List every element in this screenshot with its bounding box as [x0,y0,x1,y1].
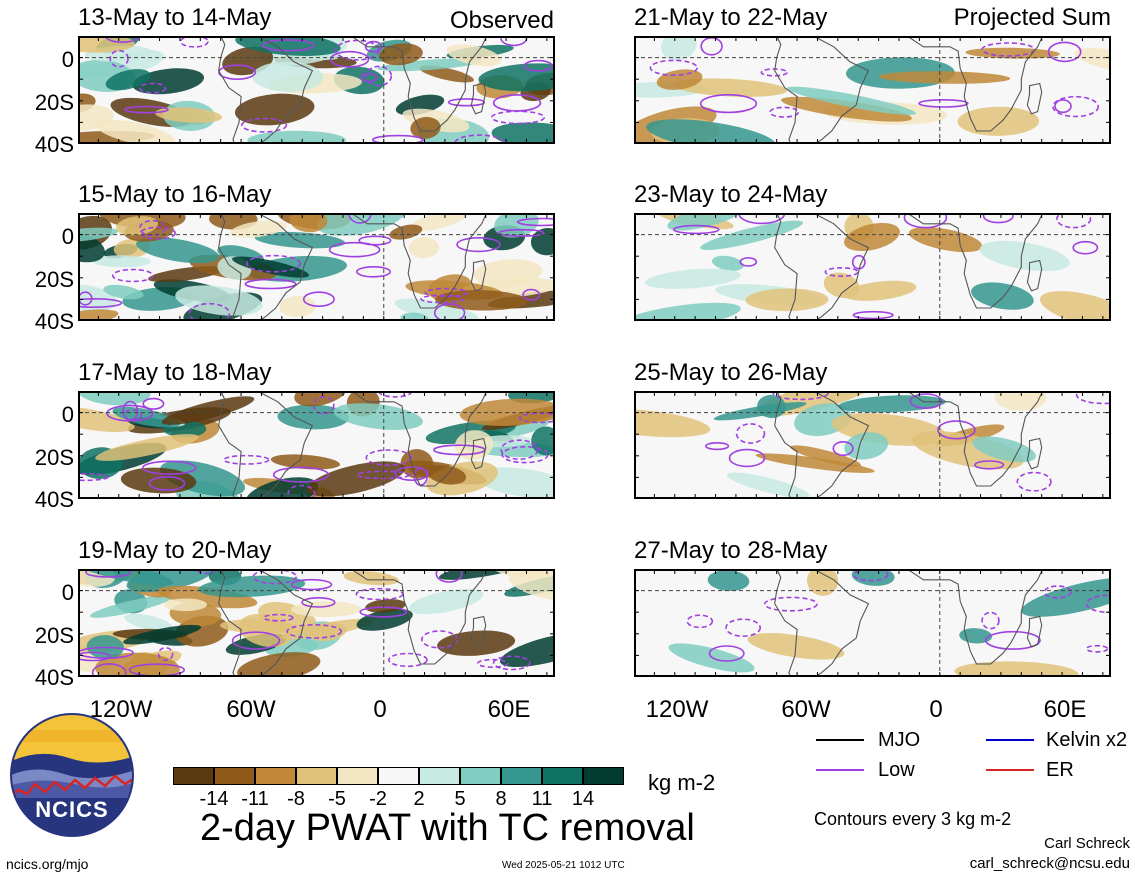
map-panel-projected-4 [634,569,1111,677]
colorbar-tick-label: 11 [531,788,553,810]
colorbar-swatch [460,767,501,785]
contours-note: Contours every 3 kg m-2 [814,809,1012,829]
map-panel-observed-2 [78,213,555,321]
colorbar-tick-label: -11 [241,788,269,810]
lat-label-40s-p2: 40S [34,309,74,334]
panel-3-title: 17-May to 18-May [78,359,272,386]
map-panel-projected-2 [634,213,1111,321]
ncics-logo-text: NCICS [35,797,108,822]
lat-label-0-p4: 0 [61,580,74,605]
footer-url: ncics.org/mjo [6,856,89,872]
figure-title: 2-day PWAT with TC removal [200,807,695,849]
lon-label-0-left: 0 [373,696,387,723]
map-panel-projected-3 [634,391,1111,499]
footer-author: Carl Schreck [1044,835,1130,852]
colorbar-swatch [296,767,337,785]
ncics-logo: NCICS [10,713,134,837]
panel-6-title: 23-May to 24-May [634,181,828,208]
colorbar-swatch [501,767,542,785]
colorbar-tick-label: -2 [369,788,387,810]
colorbar-swatch [542,767,583,785]
colorbar-tick-label: -8 [287,788,305,810]
colorbar-units: kg m-2 [648,770,716,795]
map-panel-observed-3 [78,391,555,499]
legend-label-kelvin: Kelvin x2 [1046,729,1128,751]
colorbar-tick-label: 5 [454,788,466,810]
colorbar-swatch [378,767,419,785]
panel-8-title: 27-May to 28-May [634,537,828,564]
colorbar-swatch [214,767,255,785]
legend-line-er [986,769,1034,771]
lon-label-0-right: 0 [929,696,943,723]
colorbar-tick-label: 2 [413,788,425,810]
lon-label-60w-right: 60W [781,696,831,723]
observed-label: Observed [449,7,554,34]
footer-timestamp: Wed 2025-05-21 1012 UTC [502,860,625,871]
lon-label-120w-right: 120W [645,696,709,723]
lat-label-20s-p2: 20S [34,267,74,292]
colorbar-swatch [419,767,460,785]
colorbar-swatch [255,767,296,785]
legend-line-mjo [816,739,864,741]
colorbar-swatch [173,767,214,785]
panel-4-title: 19-May to 20-May [78,537,272,564]
legend-line-low [816,769,864,771]
lat-label-20s-p1: 20S [34,90,74,115]
legend-label-mjo: MJO [878,729,921,751]
panel-5-title: 21-May to 22-May [634,4,828,31]
panel-7-title: 25-May to 26-May [634,359,828,386]
lon-label-60w-left: 60W [226,696,276,723]
panel-1-title: 13-May to 14-May [78,4,272,31]
map-panel-projected-1 [634,36,1111,144]
colorbar-swatch [337,767,378,785]
panel-2-title: 15-May to 16-May [78,181,272,208]
lat-label-40s-p1: 40S [34,132,74,157]
legend-label-er: ER [1046,759,1074,781]
lon-label-60e-left: 60E [487,696,531,723]
map-panel-observed-1 [78,36,555,144]
colorbar-tick-label: 8 [495,788,507,810]
colorbar-tick-label: -14 [199,788,229,810]
lat-label-40s-p3: 40S [34,487,74,512]
lat-label-20s-p3: 20S [34,445,74,470]
projected-sum-label: Projected Sum [953,4,1111,31]
lon-label-120w-left: 120W [89,696,153,723]
lat-label-0-p2: 0 [61,224,74,249]
lat-label-40s-p4: 40S [34,665,74,690]
legend-line-kelvin [986,739,1034,741]
lon-label-60e-right: 60E [1043,696,1087,723]
legend-label-low: Low [878,759,915,781]
colorbar-tick-label: -5 [328,788,346,810]
lat-label-20s-p4: 20S [34,623,74,648]
lat-label-0-p3: 0 [61,402,74,427]
footer-email: carl_schreck@ncsu.edu [969,855,1130,872]
colorbar-tick-label: 14 [571,788,595,810]
map-panel-observed-4 [78,569,555,677]
lat-label-0-p1: 0 [61,47,74,72]
colorbar-swatch [583,767,624,785]
